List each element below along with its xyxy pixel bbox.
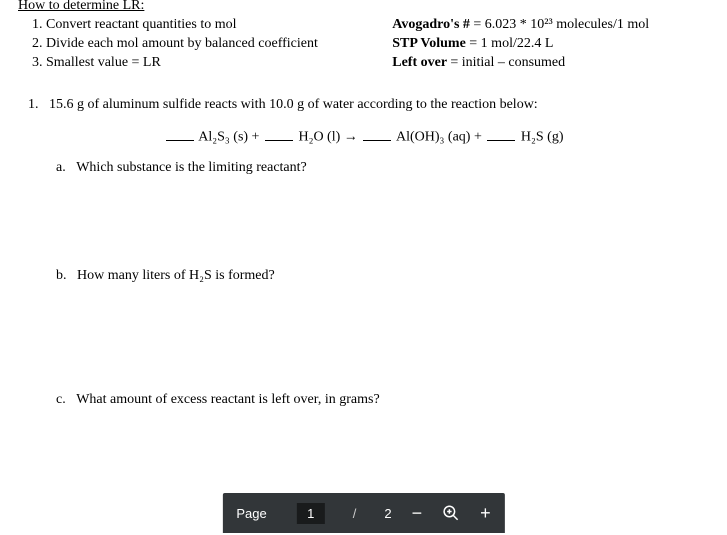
- zoom-out-button[interactable]: −: [412, 504, 423, 522]
- coefficient-blank: [265, 128, 293, 141]
- coefficient-blank: [363, 128, 391, 141]
- leftover-fact: Left over = initial – consumed: [392, 54, 709, 73]
- step-item: Smallest value = LR: [46, 54, 382, 73]
- step-item: Convert reactant quantities to mol: [46, 16, 382, 35]
- product-1: Al(OH)₃ (aq) +: [393, 130, 485, 145]
- page-number-input[interactable]: [297, 503, 325, 524]
- sub-question-text: Which substance is the limiting reactant…: [76, 160, 307, 175]
- zoom-reset-button[interactable]: [442, 504, 460, 522]
- sub-question-label: a.: [56, 160, 66, 175]
- steps-list: Convert reactant quantities to mol Divid…: [18, 16, 382, 73]
- stp-label: STP Volume: [392, 36, 469, 51]
- pdf-toolbar: Page / 2 − +: [222, 493, 504, 533]
- stp-value: = 1 mol/22.4 L: [469, 36, 553, 51]
- problem-number: 1.: [28, 97, 39, 112]
- avogadro-value: = 6.023 * 10²³ molecules/1 mol: [473, 17, 649, 32]
- avogadro-fact: Avogadro's # = 6.023 * 10²³ molecules/1 …: [392, 16, 709, 35]
- sub-question-label: c.: [56, 392, 66, 407]
- problem-statement: 1. 15.6 g of aluminum sulfide reacts wit…: [18, 95, 709, 115]
- steps-column: Convert reactant quantities to mol Divid…: [18, 16, 382, 73]
- product-2: H₂S (g): [517, 130, 563, 145]
- page-total: 2: [384, 506, 391, 521]
- stp-fact: STP Volume = 1 mol/22.4 L: [392, 35, 709, 54]
- page-separator: /: [353, 506, 357, 521]
- step-item: Divide each mol amount by balanced coeff…: [46, 35, 382, 54]
- page-label: Page: [236, 506, 266, 521]
- section-title: How to determine LR:: [18, 0, 709, 14]
- problem-text: 15.6 g of aluminum sulfide reacts with 1…: [49, 97, 538, 112]
- reactant-2: H₂O (l) →: [295, 130, 361, 145]
- chemical-equation: Al₂S₃ (s) + H₂O (l) → Al(OH)₃ (aq) + H₂S…: [18, 128, 709, 146]
- two-column-layout: Convert reactant quantities to mol Divid…: [18, 16, 709, 73]
- sub-question-label: b.: [56, 268, 67, 283]
- sub-question-a: a. Which substance is the limiting react…: [18, 160, 709, 176]
- sub-question-c: c. What amount of excess reactant is lef…: [18, 392, 709, 408]
- zoom-in-button[interactable]: +: [480, 504, 491, 522]
- coefficient-blank: [487, 128, 515, 141]
- avogadro-label: Avogadro's #: [392, 17, 473, 32]
- magnifier-plus-icon: [442, 504, 460, 522]
- document-body: How to determine LR: Convert reactant qu…: [0, 0, 727, 408]
- sub-question-b: b. How many liters of H₂S is formed?: [18, 268, 709, 284]
- reactant-1: Al₂S₃ (s) +: [196, 130, 263, 145]
- sub-question-text: How many liters of H₂S is formed?: [77, 268, 275, 283]
- coefficient-blank: [166, 128, 194, 141]
- leftover-value: = initial – consumed: [450, 55, 565, 70]
- leftover-label: Left over: [392, 55, 450, 70]
- facts-column: Avogadro's # = 6.023 * 10²³ molecules/1 …: [392, 16, 709, 73]
- sub-question-text: What amount of excess reactant is left o…: [76, 392, 379, 407]
